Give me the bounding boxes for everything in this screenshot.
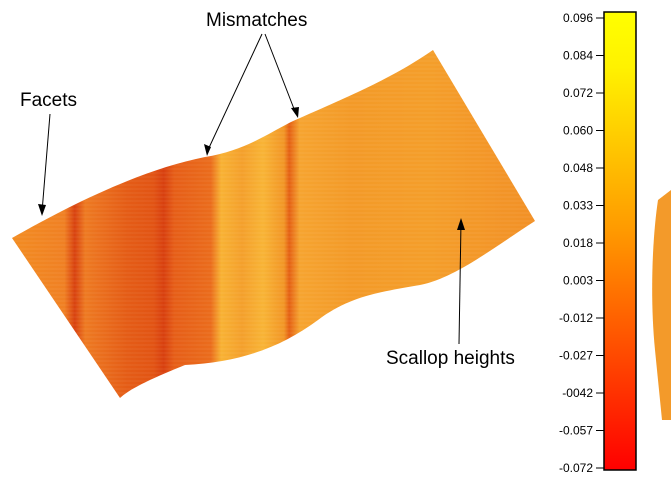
arrow-scallop bbox=[458, 221, 462, 345]
color-bar-tick-label: 0.084 bbox=[563, 49, 593, 63]
annotations: Mismatches Facets Scallop heights bbox=[20, 10, 515, 369]
color-bar-tick-label: 0.048 bbox=[563, 161, 593, 175]
annotation-scallop-heights: Scallop heights bbox=[386, 348, 515, 369]
color-bar-tick-label: -0.057 bbox=[559, 424, 593, 438]
arrow-facets bbox=[41, 113, 51, 213]
annotation-facets: Facets bbox=[20, 90, 77, 111]
color-bar-tick-label: 0.033 bbox=[563, 199, 593, 213]
color-bar: 0.096 0.084 0.072 0.060 0.048 0.033 0.018 0.003… bbox=[559, 11, 637, 475]
color-bar-tick-label: -0.012 bbox=[559, 311, 593, 325]
annotation-mismatches: Mismatches bbox=[206, 10, 307, 31]
color-bar-tick-label: -0.027 bbox=[559, 349, 593, 363]
color-bar-tick-label: 0.096 bbox=[563, 11, 593, 25]
color-bar-tick-label: 0.072 bbox=[563, 86, 593, 100]
color-bar-tick-label: -0042 bbox=[562, 386, 593, 400]
color-bar-tick-label: 0.018 bbox=[563, 236, 593, 250]
surface-texture bbox=[12, 50, 535, 398]
color-bar-gradient bbox=[603, 11, 637, 471]
arrow-mismatch-right bbox=[264, 33, 297, 115]
color-bar-tick-label: 0.060 bbox=[563, 124, 593, 138]
color-bar-tick-label: 0.003 bbox=[563, 274, 593, 288]
color-bar-ticks: 0.096 0.084 0.072 0.060 0.048 0.033 0.018 0.003… bbox=[559, 11, 604, 475]
arrow-mismatch-left bbox=[206, 33, 263, 153]
machined-surface bbox=[12, 50, 535, 398]
adjacent-surface-edge bbox=[652, 190, 671, 420]
color-bar-tick-label: -0.072 bbox=[559, 461, 593, 475]
